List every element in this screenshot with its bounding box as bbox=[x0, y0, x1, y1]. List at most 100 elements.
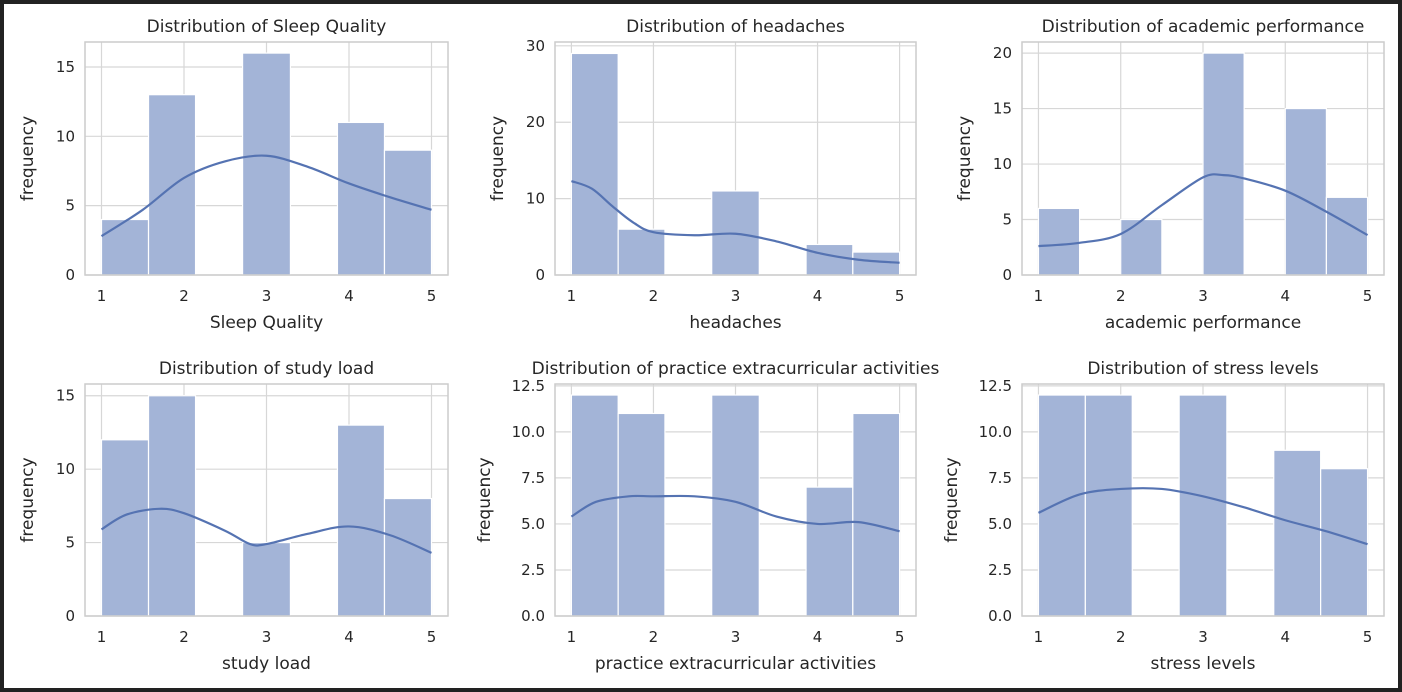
histogram-bar bbox=[100, 218, 150, 276]
x-tick-label: 3 bbox=[731, 628, 741, 646]
x-tick-label: 4 bbox=[813, 287, 823, 305]
y-tick-label: 10.0 bbox=[512, 423, 545, 441]
histogram-panel-6: 1 2 3 4 5 0.0 2.5 5.0 7.5 10.0 12.5 Distribution of… bbox=[942, 359, 1385, 674]
axes-frame bbox=[84, 41, 449, 276]
y-tick-label: 10 bbox=[56, 460, 75, 478]
y-tick-label: 0 bbox=[1002, 266, 1012, 284]
y-tick-label: 7.5 bbox=[988, 469, 1012, 487]
chart-title: Distribution of headaches bbox=[626, 17, 845, 37]
histogram-bar bbox=[570, 394, 619, 617]
x-axis-label: headaches bbox=[689, 313, 781, 333]
y-tick-label: 0 bbox=[535, 266, 545, 284]
y-tick-label: 0 bbox=[65, 266, 75, 284]
kde-line bbox=[570, 494, 900, 533]
x-tick-label: 1 bbox=[97, 287, 107, 305]
y-tick-label: 15 bbox=[56, 387, 75, 405]
x-tick-label: 2 bbox=[1116, 287, 1126, 305]
axes-frame bbox=[84, 383, 449, 617]
histogram-bar bbox=[711, 394, 760, 617]
x-tick-label: 3 bbox=[262, 628, 272, 646]
y-tick-label: 5.0 bbox=[521, 515, 545, 533]
y-tick-label: 20 bbox=[993, 44, 1012, 62]
kde-line bbox=[100, 154, 432, 238]
histogram-bar bbox=[241, 52, 292, 276]
axes-frame bbox=[1021, 41, 1385, 276]
y-tick-label: 20 bbox=[526, 113, 545, 131]
histogram-bar bbox=[1037, 394, 1086, 617]
histogram-bar bbox=[336, 121, 386, 276]
histogram-bar bbox=[570, 52, 619, 276]
x-axis-label: stress levels bbox=[1151, 654, 1256, 674]
chart-title: Distribution of practice extracurricular… bbox=[532, 359, 940, 379]
y-tick-label: 12.5 bbox=[512, 377, 545, 395]
chart-title: Distribution of study load bbox=[159, 359, 374, 379]
kde-line bbox=[571, 179, 900, 264]
x-axis-label: Sleep Quality bbox=[210, 313, 323, 333]
y-tick-label: 5 bbox=[65, 197, 75, 215]
y-tick-label: 10 bbox=[526, 190, 545, 208]
axes-frame bbox=[1021, 383, 1385, 617]
y-tick-label: 7.5 bbox=[521, 469, 545, 487]
chart-title: Distribution of stress levels bbox=[1087, 359, 1319, 379]
histogram-bar bbox=[617, 228, 666, 276]
histogram-bar bbox=[336, 424, 386, 617]
y-tick-label: 5 bbox=[1002, 211, 1012, 229]
x-tick-label: 3 bbox=[1198, 287, 1208, 305]
y-tick-label: 0.0 bbox=[521, 607, 545, 625]
histogram-bar bbox=[1273, 449, 1322, 617]
y-tick-label: 5.0 bbox=[988, 515, 1012, 533]
y-tick-label: 10.0 bbox=[979, 423, 1012, 441]
x-tick-label: 3 bbox=[262, 287, 272, 305]
histogram-bar bbox=[1202, 52, 1245, 276]
histogram-bar bbox=[852, 412, 901, 617]
x-tick-label: 2 bbox=[179, 287, 189, 305]
x-tick-label: 1 bbox=[97, 628, 107, 646]
histogram-bar bbox=[100, 439, 150, 617]
x-tick-label: 3 bbox=[731, 287, 741, 305]
x-tick-label: 4 bbox=[1280, 287, 1290, 305]
y-tick-label: 0 bbox=[65, 607, 75, 625]
chart-title: Distribution of Sleep Quality bbox=[147, 17, 387, 37]
histogram-bar bbox=[1084, 394, 1133, 617]
histogram-bar bbox=[617, 412, 666, 617]
x-tick-label: 5 bbox=[1363, 628, 1373, 646]
histogram-bar bbox=[147, 94, 197, 276]
x-tick-label: 1 bbox=[567, 628, 577, 646]
x-tick-label: 5 bbox=[1363, 287, 1373, 305]
x-tick-label: 1 bbox=[1034, 287, 1044, 305]
axes-frame bbox=[554, 41, 917, 276]
y-axis-label: frequency bbox=[955, 116, 975, 201]
y-tick-label: 10 bbox=[993, 155, 1012, 173]
y-axis-label: frequency bbox=[488, 116, 508, 201]
histogram-bar bbox=[852, 251, 901, 276]
x-axis-label: practice extracurricular activities bbox=[595, 654, 876, 674]
histogram-bar bbox=[805, 243, 854, 276]
histogram-bar bbox=[1037, 207, 1081, 276]
kde-line bbox=[1037, 487, 1368, 546]
x-axis-label: study load bbox=[222, 654, 311, 674]
y-axis-label: frequency bbox=[18, 116, 38, 201]
x-tick-label: 5 bbox=[427, 628, 437, 646]
histogram-panel-1: 1 2 3 4 5 0 5 10 15 Distribution of Sleep Quality… bbox=[18, 17, 449, 333]
x-tick-label: 4 bbox=[813, 628, 823, 646]
histogram-bar bbox=[147, 395, 197, 617]
y-tick-label: 0.0 bbox=[988, 607, 1012, 625]
y-axis-label: frequency bbox=[475, 457, 495, 542]
kde-line bbox=[1038, 173, 1369, 248]
y-tick-label: 12.5 bbox=[979, 377, 1012, 395]
chart-title: Distribution of academic performance bbox=[1042, 17, 1365, 37]
x-tick-label: 4 bbox=[344, 287, 354, 305]
x-tick-label: 4 bbox=[344, 628, 354, 646]
y-tick-label: 15 bbox=[993, 100, 1012, 118]
histogram-bar bbox=[1120, 218, 1163, 276]
x-tick-label: 2 bbox=[649, 628, 659, 646]
histogram-bar bbox=[383, 149, 433, 276]
y-tick-label: 2.5 bbox=[521, 561, 545, 579]
y-tick-label: 15 bbox=[56, 58, 75, 76]
x-tick-label: 3 bbox=[1198, 628, 1208, 646]
x-tick-label: 2 bbox=[179, 628, 189, 646]
histogram-bar bbox=[241, 541, 292, 617]
x-tick-label: 5 bbox=[427, 287, 437, 305]
kde-line bbox=[100, 507, 432, 554]
